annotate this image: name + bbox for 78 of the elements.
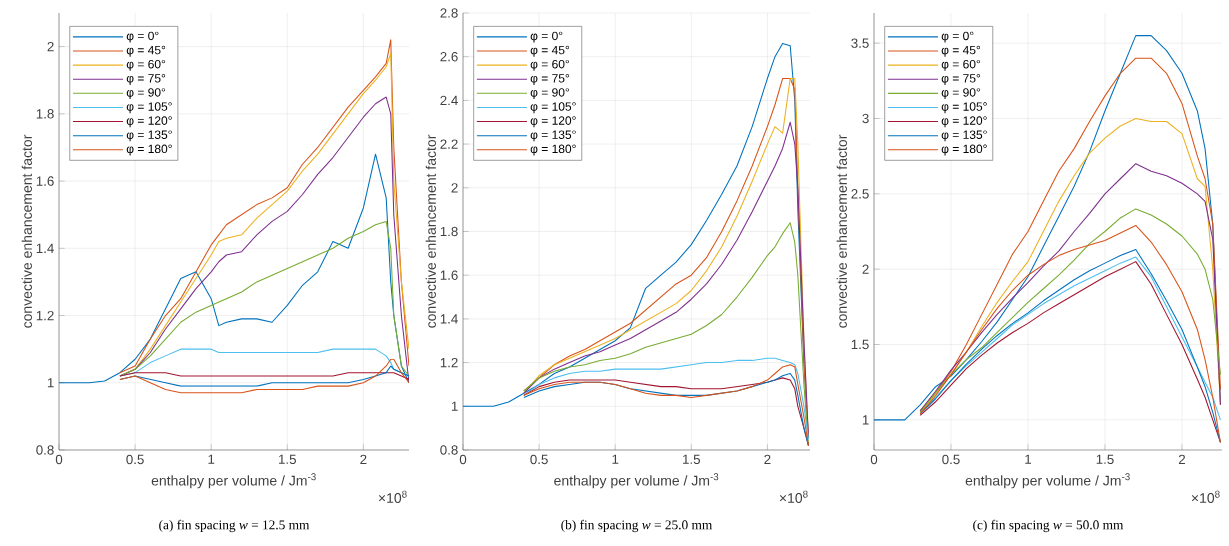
legend-label: φ = 180° xyxy=(126,144,172,156)
x-tick-label: 1 xyxy=(208,454,215,464)
legend-label: φ = 105° xyxy=(126,102,172,114)
x-tick-label: 0 xyxy=(55,454,63,465)
x-tick-label: 1 xyxy=(612,454,619,464)
x-axis-title: enthalpy per volume / Jm$^{-3}$ xyxy=(554,473,719,489)
y-tick-label: 1.4 xyxy=(36,243,54,253)
y-tick-label: 1.2 xyxy=(36,310,54,321)
x-axis-title: enthalpy per volume / Jm$^{-3}$ xyxy=(151,473,316,489)
y-tick-label: 0.8 xyxy=(36,445,54,455)
y-tick-label: 2.8 xyxy=(440,8,458,18)
x-axis-title: enthalpy per volume / Jm$^{-3}$ xyxy=(965,473,1130,489)
legend-label: φ = 75° xyxy=(126,74,166,85)
legend-label: φ = 60° xyxy=(530,59,570,71)
y-tick-label: 2 xyxy=(862,264,869,274)
y-tick-label: 2.2 xyxy=(440,139,458,149)
x-tick-label: 0.5 xyxy=(126,454,144,465)
legend-label: φ = 120° xyxy=(941,116,987,128)
text: (c) fin spacing w = 50.0 mm xyxy=(973,519,1124,533)
legend-label: φ = 105° xyxy=(530,102,576,114)
text: (b) fin spacing w = 25.0 mm xyxy=(561,519,713,533)
x-tick-label: 0 xyxy=(459,454,467,465)
legend-label: φ = 45° xyxy=(941,45,981,57)
legend-label: φ = 120° xyxy=(126,116,172,128)
legend-label: φ = 90° xyxy=(530,88,570,100)
y-tick-label: 2.4 xyxy=(440,95,458,106)
y-axis-title: convective enhancement factor xyxy=(836,134,847,328)
y-axis-title: convective enhancement factor xyxy=(425,134,436,328)
y-tick-label: 3 xyxy=(862,113,869,124)
legend-label: φ = 135° xyxy=(126,130,172,142)
y-tick-label: 1 xyxy=(862,415,869,425)
x-tick-label: 1.5 xyxy=(1096,454,1114,464)
x-tick-label: 1 xyxy=(1025,454,1032,464)
y-tick-label: 1.2 xyxy=(440,357,458,368)
y-tick-label: 2.5 xyxy=(851,189,869,199)
y-tick-label: 1 xyxy=(451,401,458,411)
x-tick-label: 2 xyxy=(764,454,771,465)
legend-label: φ = 45° xyxy=(126,45,166,57)
legend-label: φ = 105° xyxy=(941,102,987,114)
y-tick-label: 0.8 xyxy=(440,445,458,455)
y-tick-label: 1.4 xyxy=(440,314,458,324)
legend-label: φ = 45° xyxy=(530,45,570,57)
y-tick-label: 1.6 xyxy=(440,270,458,280)
y-tick-label: 2 xyxy=(47,41,54,52)
y-tick-label: 2 xyxy=(451,183,458,193)
legend-label: φ = 180° xyxy=(941,144,987,156)
legend-label: φ = 0° xyxy=(530,31,563,43)
legend-label: φ = 60° xyxy=(941,59,981,71)
x-tick-label: 2 xyxy=(1178,454,1186,465)
legend-label: φ = 90° xyxy=(941,88,981,100)
y-tick-label: 3.5 xyxy=(851,38,869,48)
text: (a) fin spacing w = 12.5 mm xyxy=(159,519,310,533)
y-axis-title: convective enhancement factor xyxy=(21,134,32,328)
x-tick-label: 0 xyxy=(870,454,878,465)
y-tick-label: 1.6 xyxy=(36,176,54,186)
text: ×10$^{8}$ xyxy=(378,490,407,503)
y-tick-label: 1 xyxy=(47,378,54,388)
x-tick-label: 0.5 xyxy=(942,454,960,465)
legend-label: φ = 180° xyxy=(530,144,576,156)
legend-label: φ = 135° xyxy=(530,130,576,142)
text: ×10$^{8}$ xyxy=(779,490,808,503)
text: ×10$^{8}$ xyxy=(1191,490,1220,503)
y-tick-label: 1.8 xyxy=(440,226,458,237)
y-tick-label: 1.8 xyxy=(36,109,54,119)
x-tick-label: 1.5 xyxy=(279,454,296,464)
legend-label: φ = 120° xyxy=(530,116,576,128)
legend-label: φ = 75° xyxy=(941,74,981,85)
legend-label: φ = 75° xyxy=(530,74,570,85)
legend-label: φ = 90° xyxy=(126,88,166,100)
y-tick-label: 1.5 xyxy=(851,339,869,350)
x-tick-label: 0.5 xyxy=(530,454,548,465)
x-tick-label: 1.5 xyxy=(683,454,700,464)
x-tick-label: 2 xyxy=(360,454,367,465)
y-tick-label: 2.6 xyxy=(440,51,458,62)
legend-label: φ = 0° xyxy=(941,31,974,43)
legend-label: φ = 60° xyxy=(126,59,166,71)
legend-label: φ = 0° xyxy=(126,31,159,43)
legend-label: φ = 135° xyxy=(941,130,987,142)
